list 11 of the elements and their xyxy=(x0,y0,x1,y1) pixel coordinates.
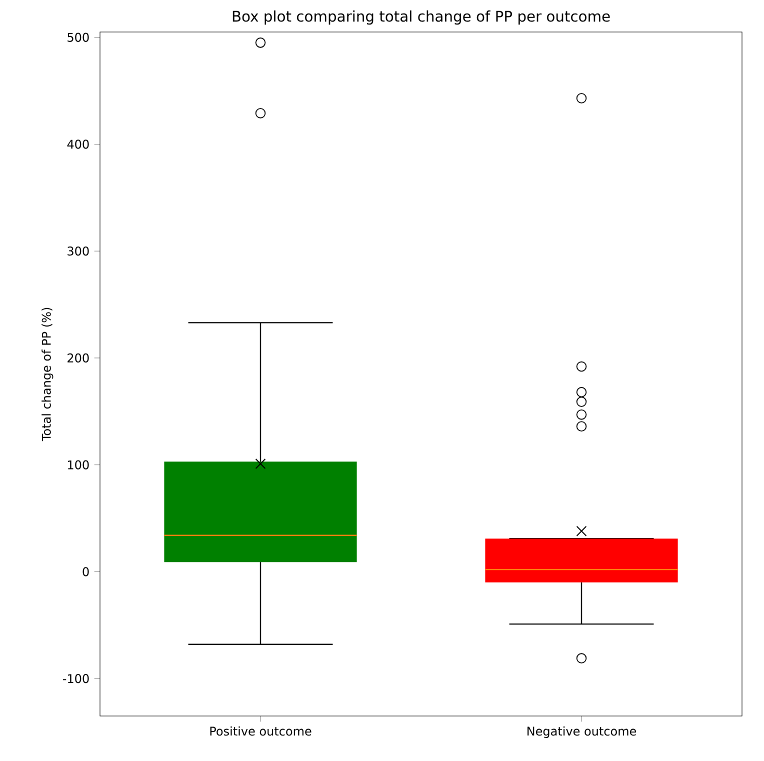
y-tick-label: 300 xyxy=(68,246,89,256)
y-tick-label: 400 xyxy=(67,140,89,149)
y-tick-label: 200 xyxy=(68,353,89,362)
y-tick-label: 500 xyxy=(68,32,89,42)
y-tick-label: 0 xyxy=(82,567,89,576)
y-axis-title: Total change of PP (%) xyxy=(42,308,54,442)
y-tick-label: -100 xyxy=(62,674,89,684)
y-tick-label: 100 xyxy=(68,460,89,470)
chart-title: Box plot comparing total change of PP per outcome xyxy=(232,10,610,25)
x-tick-label: Positive outcome xyxy=(210,726,312,736)
x-tick-label: Negative outcome xyxy=(528,726,636,738)
